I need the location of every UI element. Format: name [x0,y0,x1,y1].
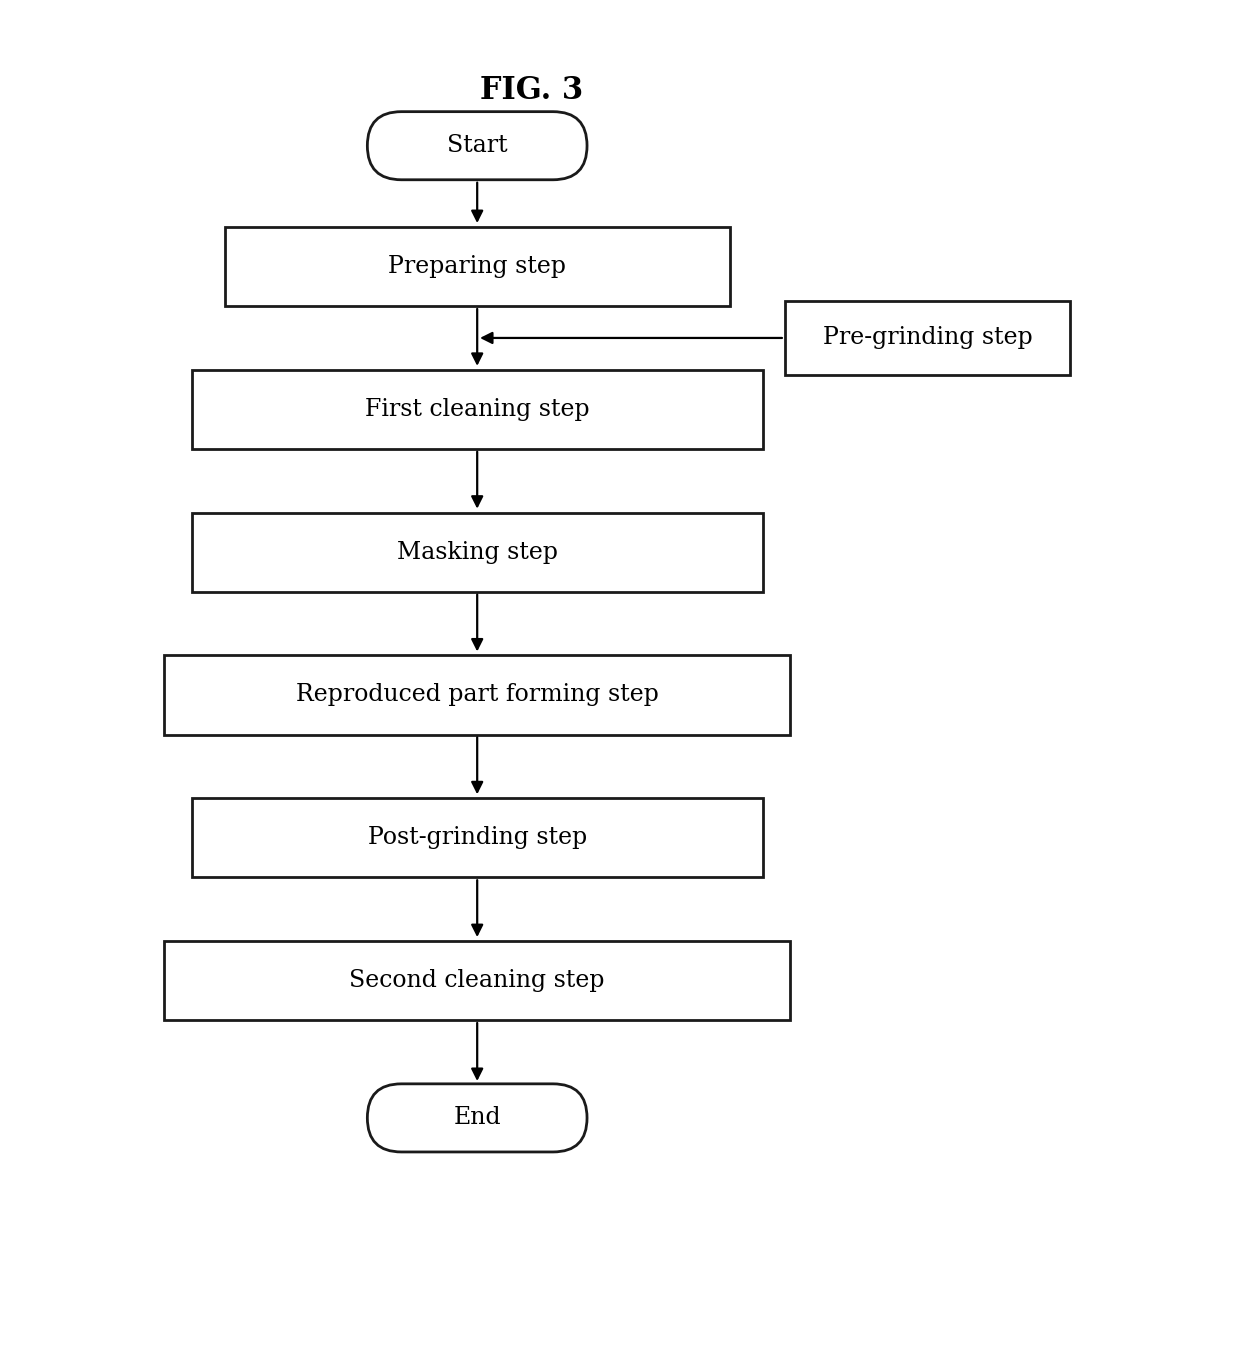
Text: First cleaning step: First cleaning step [365,398,589,421]
FancyBboxPatch shape [191,513,763,592]
FancyBboxPatch shape [191,798,763,878]
FancyBboxPatch shape [785,300,1070,376]
Text: Start: Start [446,135,507,157]
FancyBboxPatch shape [224,227,730,306]
Text: FIG. 3: FIG. 3 [480,75,584,106]
Text: Masking step: Masking step [397,541,558,564]
FancyBboxPatch shape [191,370,763,450]
FancyBboxPatch shape [367,1084,587,1152]
Text: Second cleaning step: Second cleaning step [350,969,605,992]
FancyBboxPatch shape [164,941,790,1020]
FancyBboxPatch shape [164,656,790,735]
Text: Post-grinding step: Post-grinding step [367,826,587,849]
FancyBboxPatch shape [367,112,587,180]
Text: End: End [454,1106,501,1129]
Text: Preparing step: Preparing step [388,254,567,279]
Text: Reproduced part forming step: Reproduced part forming step [296,684,658,707]
Text: Pre-grinding step: Pre-grinding step [822,327,1033,350]
